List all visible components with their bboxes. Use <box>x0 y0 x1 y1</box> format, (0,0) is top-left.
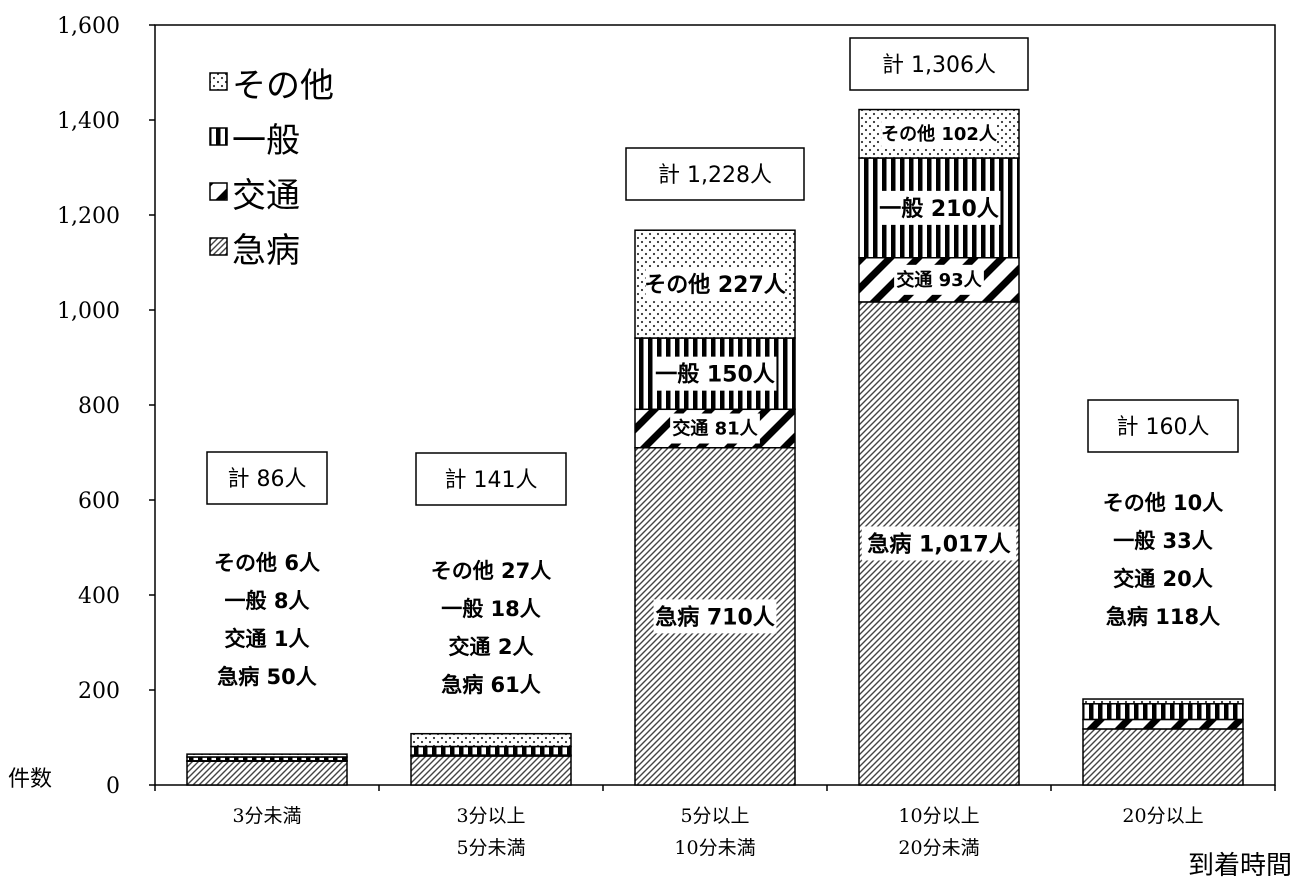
legend-label: 一般 <box>232 121 300 161</box>
total-label-box <box>415 452 567 506</box>
legend-label: その他 <box>232 66 334 106</box>
total-label-text: 計 1,306人 <box>882 53 996 78</box>
segment-label-bg <box>894 264 984 295</box>
x-tick-label: 3分未満 <box>232 805 301 827</box>
x-tick-label: 5分以上 10分未満 <box>674 805 755 859</box>
segment-label-text: 急病 50人 <box>217 665 317 689</box>
legend-item: 交通 <box>209 176 300 216</box>
segment-label-bg <box>653 599 777 634</box>
segment-label-bg <box>645 267 785 302</box>
total-label: 計 86人 <box>206 451 328 505</box>
bar-segment <box>410 745 572 756</box>
total-label-box <box>1087 399 1239 453</box>
x-tick-label: 3分以上 5分未満 <box>456 805 525 859</box>
bars <box>186 108 1244 786</box>
segment-label-text: その他 102人 <box>881 123 998 145</box>
bar-segment <box>1082 728 1244 786</box>
total-label-text: 計 141人 <box>445 468 538 493</box>
segment-label-bg <box>653 356 777 391</box>
segment-label-text: その他 27人 <box>431 559 552 583</box>
y-tick-label: 800 <box>78 394 120 419</box>
legend-swatch <box>209 127 228 146</box>
total-label-box <box>849 37 1029 91</box>
legend-swatch <box>209 182 228 201</box>
segment-label-text: 急病 118人 <box>1106 605 1220 629</box>
segment-label: 一般 150人 <box>653 356 777 391</box>
segment-label-text: 交通 1人 <box>225 627 310 651</box>
legend-swatch <box>209 237 228 256</box>
legend-item: その他 <box>209 66 334 106</box>
segment-label-text: 一般 33人 <box>1113 529 1213 553</box>
y-tick-label: 0 <box>106 774 120 799</box>
y-tick-label: 1,600 <box>57 14 120 39</box>
total-label-text: 計 86人 <box>228 467 307 492</box>
segment-label-text: 一般 150人 <box>655 362 775 388</box>
bar-segment <box>186 753 348 758</box>
y-tick-label: 1,400 <box>57 109 120 134</box>
segment-label-bg <box>670 413 760 444</box>
legend-item: 一般 <box>209 121 300 161</box>
total-label-text: 計 1,228人 <box>658 163 772 188</box>
y-tick-label: 400 <box>78 584 120 609</box>
segment-label-text: 急病 61人 <box>441 673 541 697</box>
total-label-box <box>206 451 328 505</box>
legend-swatch <box>209 72 228 91</box>
bar-segment <box>1082 703 1244 721</box>
segment-label: 急病 1,017人 <box>861 526 1017 561</box>
total-label: 計 160人 <box>1087 399 1239 453</box>
segment-label-text: その他 6人 <box>214 551 320 575</box>
segment-label-bg <box>861 526 1017 561</box>
y-axis-title: 件数 <box>8 767 52 792</box>
bar-segment <box>1082 698 1244 705</box>
x-axis-title: 到着時間 <box>1188 851 1292 881</box>
segment-label: 急病 710人 <box>653 599 777 634</box>
segment-label-text: 交通 2人 <box>449 635 534 659</box>
segment-label-text: 交通 93人 <box>896 269 982 291</box>
segment-label-text: 一般 8人 <box>225 589 310 613</box>
segment-label-text: その他 227人 <box>644 273 786 298</box>
segment-label-bg <box>877 190 1001 225</box>
y-axis: 0 200 400 600 800 1,000 1,200 1,400 1,600 <box>57 14 155 799</box>
legend-label: 交通 <box>232 176 300 216</box>
bar-segment <box>410 755 572 786</box>
x-axis: 3分未満 3分以上 5分未満 5分以上 10分未満 10分以上 20分未満 20分以上 <box>154 785 1276 859</box>
bar-segment <box>186 760 348 786</box>
total-label: 計 141人 <box>415 452 567 506</box>
total-label: 計 1,306人 <box>849 37 1029 91</box>
total-label: 計 1,228人 <box>625 147 805 201</box>
bar-segment <box>410 732 572 748</box>
segment-label: その他 102人 <box>881 118 998 149</box>
segment-label-text: その他 10人 <box>1103 491 1224 515</box>
y-tick-label: 1,000 <box>57 299 120 324</box>
bar-segment <box>1082 718 1244 730</box>
segment-label: 一般 210人 <box>877 190 1001 225</box>
x-tick-label: 20分以上 <box>1122 805 1203 827</box>
segment-label-text: 急病 1,017人 <box>867 531 1010 557</box>
segment-label: 交通 93人 <box>894 264 984 295</box>
segment-label-bg <box>881 118 997 149</box>
segment-label-text: 急病 710人 <box>655 604 775 630</box>
segment-label-text: 一般 18人 <box>441 597 541 621</box>
y-tick-label: 1,200 <box>57 204 120 229</box>
segment-label: 交通 81人 <box>670 413 760 444</box>
x-tick-label: 10分以上 20分未満 <box>898 805 979 859</box>
segment-label-text: 交通 20人 <box>1113 567 1213 591</box>
segment-label-text: 一般 210人 <box>879 196 999 222</box>
legend-item: 急病 <box>209 231 300 271</box>
y-tick-label: 600 <box>78 489 120 514</box>
legend-label: 急病 <box>232 231 300 271</box>
y-tick-label: 200 <box>78 679 120 704</box>
segment-label: その他 227人 <box>644 267 786 302</box>
total-label-box <box>625 147 805 201</box>
total-label-text: 計 160人 <box>1117 415 1210 440</box>
segment-label-text: 交通 81人 <box>672 418 758 440</box>
